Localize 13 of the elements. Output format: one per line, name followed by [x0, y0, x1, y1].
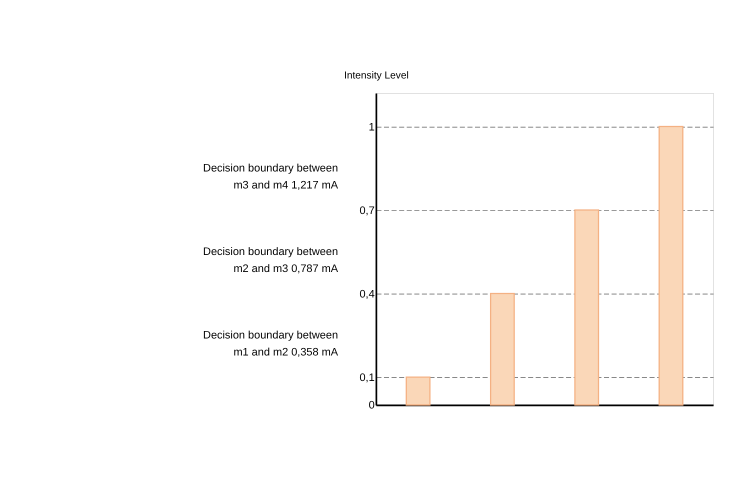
bar [490, 292, 515, 406]
y-tick-label: 1 [368, 121, 375, 134]
text: Decision boundary between m3 and m4 1,217 mA [203, 162, 339, 192]
y-tick-label: 0 [368, 400, 375, 412]
bar [406, 376, 431, 406]
y-axis-title: Intensity Level [344, 70, 409, 82]
y-tick-label: 0,1 [359, 372, 375, 384]
text: Decision boundary between m2 and m3 0,787 mA [203, 246, 339, 276]
bar [658, 126, 684, 406]
y-tick-label: 0,7 [359, 204, 375, 217]
text: Decision boundary between m1 and m2 0,358 mA [203, 330, 339, 359]
y-tick-label: 0,4 [359, 288, 375, 300]
bar [574, 209, 600, 406]
